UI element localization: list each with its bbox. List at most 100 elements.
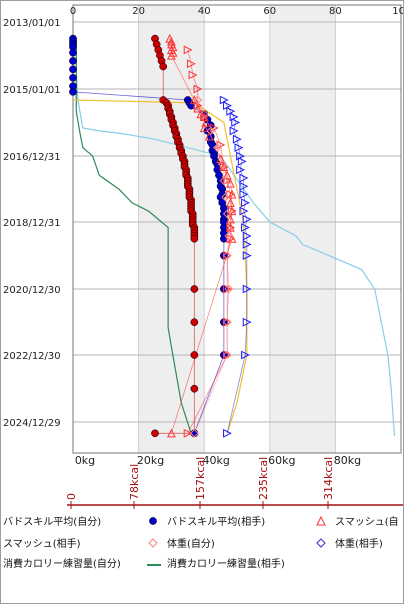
point (166, 36, 176, 46)
point (200, 112, 209, 122)
point (226, 222, 235, 232)
top-tick-label: 0 (70, 6, 76, 17)
point (222, 317, 232, 327)
point (69, 48, 77, 57)
point (199, 123, 209, 133)
point (234, 143, 244, 153)
point (159, 62, 168, 71)
legend-label: バドスキル平均(相手) (167, 515, 265, 528)
point (241, 223, 250, 232)
point (239, 206, 249, 216)
legend-marker (149, 517, 157, 525)
legend-label: バドスキル平均(自分) (3, 515, 101, 528)
point (236, 165, 245, 175)
point (226, 234, 236, 244)
calorie-tick-label: 0 (65, 493, 78, 500)
y-tick-label: 2018/12/31 (3, 218, 61, 229)
calorie-tick-label: 235kcal (257, 457, 270, 500)
point (183, 45, 193, 55)
point (226, 223, 236, 232)
point (242, 231, 252, 241)
point (151, 429, 159, 438)
point (224, 284, 234, 294)
legend-label: 消費カロリー練習量(相手) (167, 557, 285, 570)
calorie-tick-label: 78kcal (128, 464, 141, 500)
bottom-tick-label: 80kg (334, 454, 361, 467)
legend-marker (148, 538, 158, 548)
y-tick-label: 2022/12/30 (3, 351, 61, 362)
point (232, 134, 242, 144)
point (222, 251, 232, 260)
point (166, 50, 176, 60)
point (188, 70, 198, 80)
point (241, 350, 250, 360)
legend-label: 体重(相手) (335, 537, 383, 550)
point (217, 159, 227, 169)
point (226, 178, 235, 188)
point (236, 151, 245, 161)
point (166, 428, 176, 438)
point (69, 65, 77, 74)
point (190, 234, 199, 243)
shaded-band (269, 5, 336, 453)
series-line (75, 38, 396, 437)
point (183, 428, 193, 438)
point (221, 192, 230, 202)
point (242, 251, 252, 261)
point (226, 198, 235, 207)
calorie-tick-label: 157kcal (194, 457, 207, 500)
point (190, 428, 199, 438)
bottom-tick-label: 20kg (137, 454, 164, 467)
series-line (72, 99, 248, 434)
point (239, 190, 249, 199)
point (204, 131, 214, 141)
bottom-tick-label: 40kg (203, 454, 230, 467)
series-line (75, 38, 192, 434)
bottom-tick-label: 60kg (268, 454, 295, 467)
point (190, 351, 199, 359)
point (213, 143, 222, 152)
legend-label: スマッシュ(自 (335, 515, 399, 528)
point (219, 162, 229, 172)
point (193, 95, 202, 105)
point (222, 209, 232, 219)
point (199, 109, 209, 119)
y-tick-label: 2013/01/01 (3, 18, 61, 29)
top-tick-label: 80 (329, 6, 342, 17)
point (222, 350, 232, 360)
point (206, 126, 216, 136)
point (239, 181, 249, 191)
point (229, 126, 239, 136)
point (239, 173, 249, 183)
top-tick-label: 60 (263, 6, 276, 17)
point (242, 317, 252, 327)
y-tick-label: 2016/12/31 (3, 152, 61, 163)
bottom-tick-label: 0kg (75, 454, 95, 467)
point (190, 384, 199, 393)
legend-label: スマッシュ(相手) (3, 537, 81, 550)
point (190, 318, 199, 327)
legend-marker (316, 538, 326, 548)
point (69, 87, 77, 96)
plot-border (72, 4, 402, 454)
point (224, 231, 234, 241)
point (241, 198, 250, 208)
point (69, 73, 77, 82)
point (223, 428, 232, 438)
point (201, 117, 211, 127)
top-tick-label: 20 (132, 6, 145, 17)
top-tick-label: 10 (392, 6, 403, 17)
series-connector (223, 99, 248, 434)
y-tick-label: 2020/12/30 (3, 285, 61, 296)
point (219, 162, 229, 172)
point (190, 285, 199, 293)
point (242, 214, 252, 224)
legend-label: 体重(自分) (167, 537, 215, 550)
y-tick-label: 2015/01/01 (3, 85, 61, 96)
point (237, 157, 247, 166)
y-tick-label: 2024/12/29 (3, 418, 61, 429)
point (229, 112, 239, 122)
point (219, 176, 229, 186)
